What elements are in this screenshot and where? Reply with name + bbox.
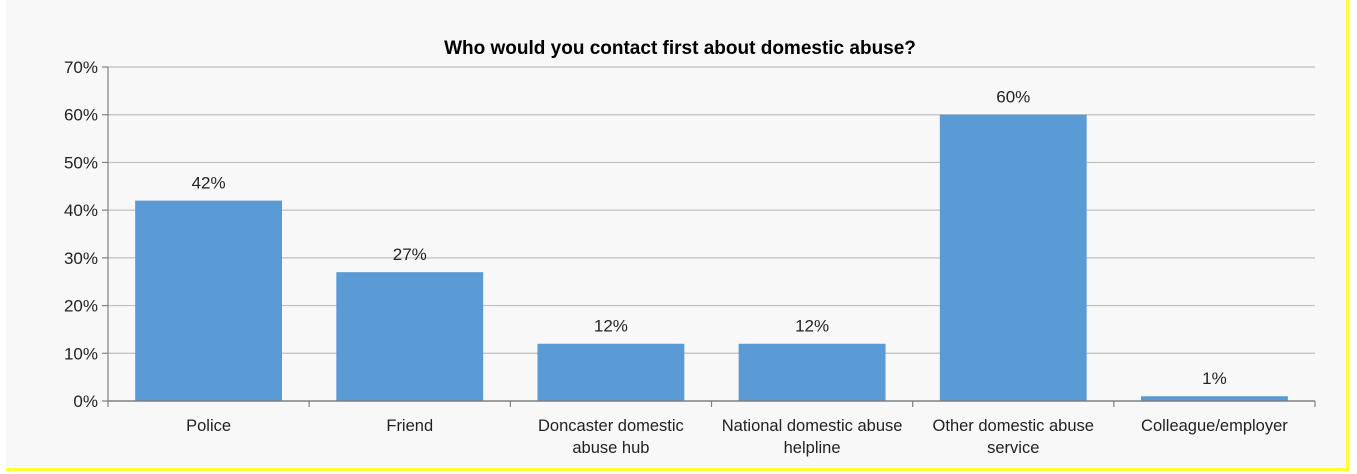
data-label: 27% — [393, 245, 427, 264]
gridlines — [108, 66, 1315, 354]
data-label: 1% — [1202, 369, 1227, 388]
y-tick-label: 40% — [64, 201, 98, 220]
category-label: Police — [186, 417, 231, 435]
y-tick-label: 20% — [64, 297, 98, 316]
y-tick-label: 30% — [64, 249, 98, 268]
data-label: 12% — [795, 317, 829, 336]
category-label: Other domestic abuse — [933, 417, 1094, 435]
y-tick-label: 70% — [64, 58, 98, 77]
chart-title: Who would you contact first about domest… — [444, 38, 916, 59]
y-tick-label: 0% — [73, 392, 98, 411]
data-label: 42% — [192, 174, 226, 193]
data-label: 60% — [996, 88, 1030, 107]
y-axis: 0% 10% 20% 30% 40% 50% 60% 70% — [64, 58, 109, 411]
category-label: helpline — [784, 439, 841, 457]
bars: 42% 27% 12% 12% 60% 1% — [135, 88, 1288, 401]
category-label: service — [987, 439, 1039, 457]
y-tick-label: 60% — [64, 106, 98, 125]
category-label: Colleague/employer — [1141, 417, 1288, 435]
y-tick-label: 10% — [64, 344, 98, 363]
category-label: Doncaster domestic — [538, 417, 684, 435]
bar — [537, 343, 685, 401]
x-axis: Police Friend Doncaster domestic abuse hub N… — [107, 400, 1316, 457]
data-label: 12% — [594, 317, 628, 336]
bar — [135, 200, 283, 401]
y-tick-label: 50% — [64, 153, 98, 172]
bar — [738, 343, 886, 401]
bar — [1140, 396, 1288, 401]
category-label: Friend — [386, 417, 433, 435]
category-label: abuse hub — [572, 439, 649, 457]
bar — [939, 114, 1087, 401]
category-label: National domestic abuse — [722, 417, 903, 435]
bar — [336, 272, 484, 401]
